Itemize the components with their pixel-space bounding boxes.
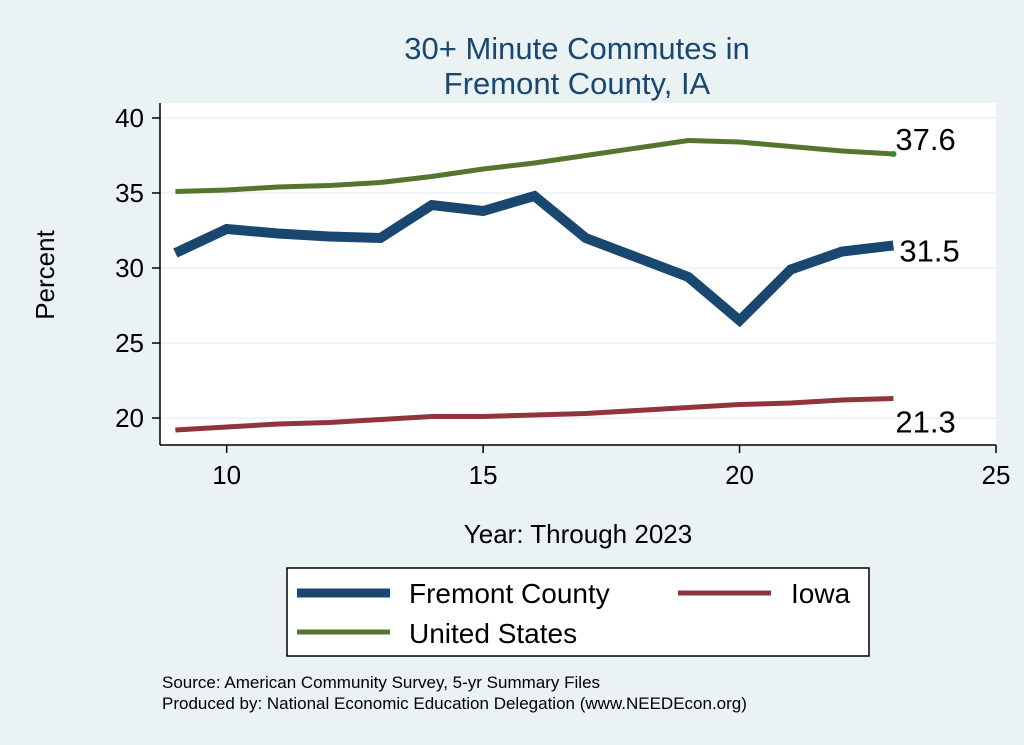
y-tick-label-40: 40 bbox=[115, 103, 144, 133]
axes: 20 25 30 35 40 10 15 20 25 bbox=[115, 103, 1010, 490]
series-line-iowa bbox=[175, 396, 894, 433]
x-tick-label-10: 10 bbox=[212, 460, 241, 490]
y-tick-label-35: 35 bbox=[115, 178, 144, 208]
series-line-united-states bbox=[175, 137, 894, 194]
end-label-united-states: 37.6 bbox=[895, 122, 955, 157]
y-tick-label-20: 20 bbox=[115, 403, 144, 433]
y-axis-title: Percent bbox=[30, 229, 60, 319]
y-tick-label-30: 30 bbox=[115, 253, 144, 283]
end-labels: 31.5 21.3 37.6 bbox=[895, 122, 959, 440]
source-note: Source: American Community Survey, 5-yr … bbox=[162, 673, 600, 692]
producer-note: Produced by: National Economic Education… bbox=[162, 694, 747, 713]
x-tick-label-15: 15 bbox=[469, 460, 498, 490]
x-axis-title: Year: Through 2023 bbox=[464, 519, 692, 549]
end-label-iowa: 21.3 bbox=[895, 405, 955, 440]
legend-box bbox=[286, 567, 870, 657]
end-marker-united-states bbox=[890, 151, 897, 157]
end-label-fremont-county: 31.5 bbox=[899, 234, 959, 269]
legend-label-fremont-county: Fremont County bbox=[409, 578, 610, 609]
gridlines bbox=[160, 117, 996, 419]
y-tick-label-25: 25 bbox=[115, 328, 144, 358]
legend-label-united-states: United States bbox=[409, 618, 577, 649]
chart-title-line-1: 30+ Minute Commutes in bbox=[404, 31, 749, 66]
series-line-fremont-county bbox=[173, 190, 894, 328]
x-tick-label-25: 25 bbox=[982, 460, 1011, 490]
chart-title-line-2: Fremont County, IA bbox=[444, 66, 711, 101]
legend: Fremont County Iowa United States bbox=[286, 567, 870, 657]
legend-label-iowa: Iowa bbox=[791, 578, 851, 609]
plot-area bbox=[160, 103, 996, 445]
x-tick-label-20: 20 bbox=[725, 460, 754, 490]
series-group bbox=[173, 137, 897, 433]
